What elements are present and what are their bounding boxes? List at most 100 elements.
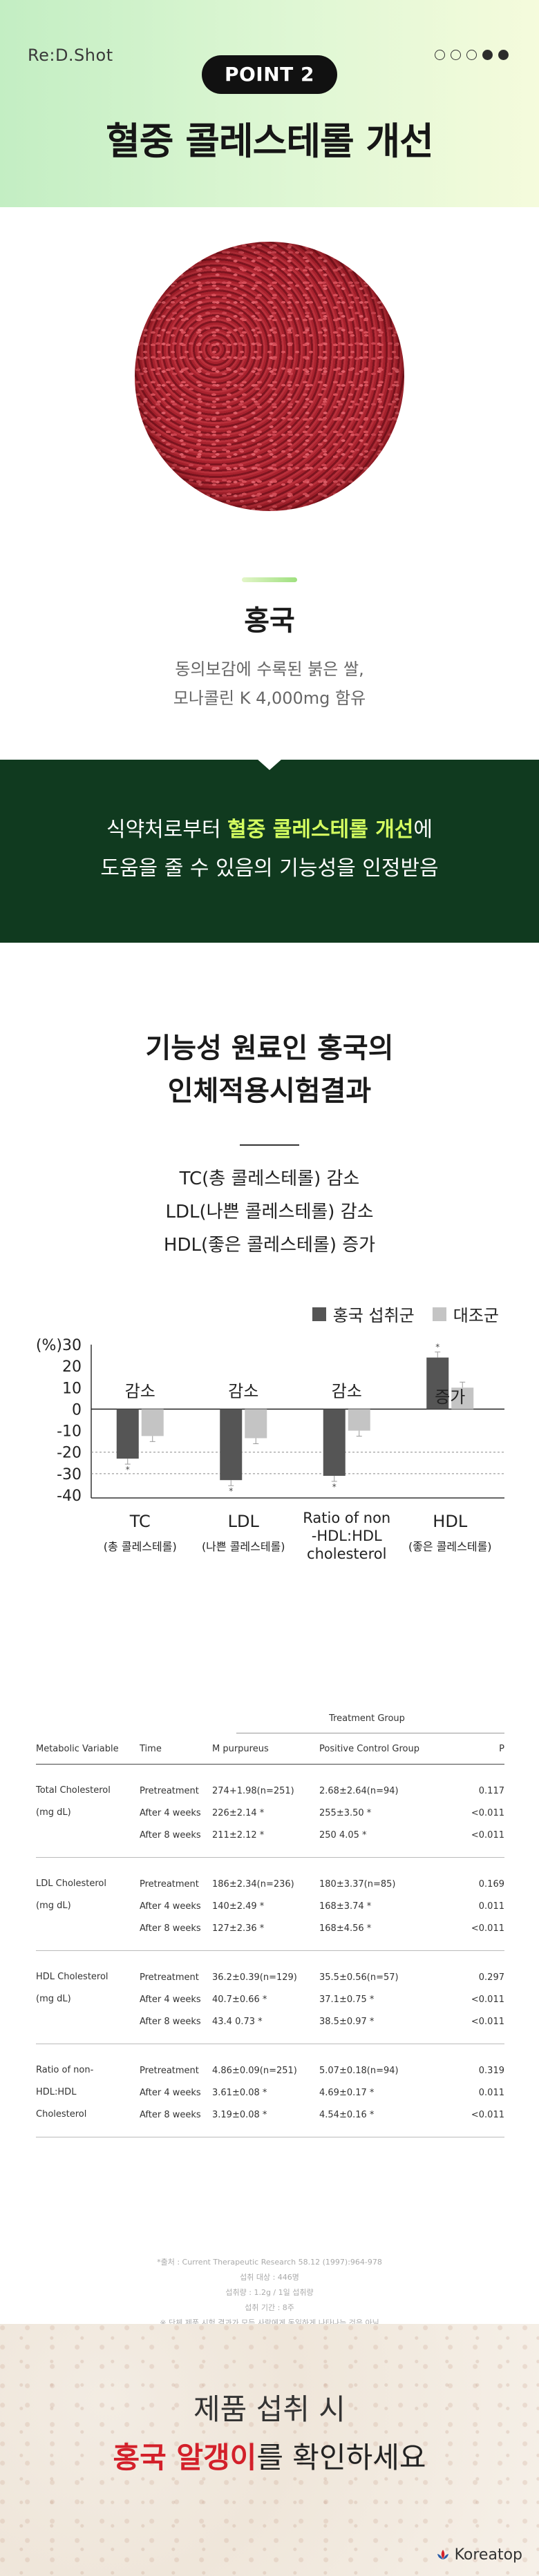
x-category-sublabel: (나쁜 콜레스테롤)	[202, 1540, 285, 1553]
x-category-label: TC	[129, 1512, 151, 1531]
table-cell: After 8 weeks	[140, 1923, 201, 1934]
bar-control	[451, 1387, 474, 1410]
table-cell-variable: Total Cholesterol	[36, 1785, 111, 1796]
table-cell: 127±2.36 *	[212, 1923, 265, 1934]
table-row: (mg dL) After 4 weeks 226±2.14 * 255±3.50 *…	[36, 1802, 504, 1824]
table-cell: 226±2.14 *	[212, 1807, 265, 1818]
table-row: (mg dL) After 4 weeks 140±2.49 * 168±3.74 *…	[36, 1895, 504, 1917]
source-note-line: 섭취 대상 : 446명	[240, 2273, 299, 2282]
table-cell-variable	[36, 1824, 140, 1825]
footer-line2-rest: 를 확인하세요	[256, 2441, 426, 2474]
table-cell: 35.5±0.56(n=57)	[319, 1972, 399, 1983]
results-chart: 홍국 섭취군 대조군 (%)30 20 10 0 -10 -20 -30 -40 * 감소 TC (총…	[0, 1302, 539, 1647]
col-header-treatment: M purpureus	[212, 1744, 269, 1754]
table-cell-variable: (mg dL)	[36, 1901, 71, 1911]
table-row: After 8 weeks 211±2.12 * 250 4.05 * <0.011	[36, 1824, 504, 1846]
results-title: 기능성 원료인 홍국의 인체적용시험결과	[0, 1027, 539, 1113]
certification-text: 식약처로부터 혈중 콜레스테롤 개선에 도움을 줄 수 있음의 기능성을 인정받…	[0, 811, 539, 888]
ingredient-description: 동의보감에 수록된 붉은 쌀, 모나콜린 K 4,000mg 함유	[0, 655, 539, 713]
table-cell: 180±3.37(n=85)	[319, 1878, 396, 1890]
legend-label-treatment: 홍국 섭취군	[332, 1306, 415, 1325]
table-cell: 0.297	[478, 1972, 504, 1983]
col-header-p: P	[499, 1744, 504, 1754]
table-cell: 168±4.56 *	[319, 1923, 372, 1934]
table-cell-variable: Cholesterol	[36, 2109, 87, 2120]
table-cell-variable	[36, 1917, 140, 1919]
ingredient-section: 홍국 동의보감에 수록된 붉은 쌀, 모나콜린 K 4,000mg 함유	[0, 207, 539, 760]
bar-treatment	[220, 1409, 243, 1481]
table-cell: After 4 weeks	[140, 2087, 201, 2098]
x-category-label: LDL	[228, 1512, 260, 1531]
table-body: Total Cholesterol Pretreatment 274+1.98(n=…	[36, 1765, 504, 2137]
source-notes: *출처 : Current Therapeutic Research 58.12…	[0, 2255, 539, 2331]
point-badge: POINT 2	[202, 55, 337, 94]
page-dot	[498, 50, 509, 60]
table-cell: 3.19±0.08 *	[212, 2109, 267, 2120]
table-cell: 4.69±0.17 *	[319, 2087, 375, 2098]
y-tick-label: -20	[57, 1445, 82, 1462]
significance-mark: *	[332, 1482, 337, 1492]
footer-section: 제품 섭취 시 홍국 알갱이를 확인하세요 Koreatop	[0, 2324, 539, 2576]
table-cell: 186±2.34(n=236)	[212, 1878, 294, 1890]
lotus-icon	[437, 2549, 448, 2559]
y-tick-label: 0	[72, 1401, 82, 1419]
significance-mark: *	[126, 1465, 130, 1474]
bar-annotation: 증가	[435, 1387, 465, 1407]
y-tick-label: (%)30	[36, 1337, 82, 1354]
table-group-header: Treatment Group	[36, 1708, 504, 1734]
bar-control	[141, 1409, 164, 1436]
banner-highlight: 혈중 콜레스테롤 개선	[227, 818, 414, 842]
table-cell-variable: (mg dL)	[36, 1807, 71, 1818]
significance-mark: *	[229, 1486, 233, 1496]
legend-swatch-treatment	[312, 1307, 326, 1321]
table-cell-variable: HDL Cholesterol	[36, 1972, 108, 1982]
page-dot	[466, 50, 477, 60]
result-item-tc: TC(총 콜레스테롤) 감소	[179, 1169, 360, 1189]
legend-label-control: 대조군	[453, 1306, 499, 1325]
footer-line1: 제품 섭취 시	[193, 2392, 346, 2426]
y-tick-label: -10	[57, 1423, 82, 1441]
table-cell: 5.07±0.18(n=94)	[319, 2065, 399, 2076]
x-category-label: HDL	[433, 1512, 468, 1531]
y-tick-label: -40	[57, 1488, 82, 1505]
table-cell: 2.68±2.64(n=94)	[319, 1785, 399, 1796]
table-cell: Pretreatment	[140, 2065, 199, 2076]
table-cell: 3.61±0.08 *	[212, 2087, 267, 2098]
footer-line2: 홍국 알갱이를 확인하세요	[0, 2434, 539, 2477]
logo-text: Koreatop	[454, 2546, 522, 2564]
table-row: Ratio of non- Pretreatment 4.86±0.09(n=251…	[36, 2059, 504, 2082]
x-category-label: cholesterol	[307, 1546, 386, 1562]
page-dot	[451, 50, 461, 60]
table-cell: <0.011	[471, 1923, 504, 1934]
table-cell: After 4 weeks	[140, 1994, 201, 2005]
table-row: After 8 weeks 127±2.36 * 168±4.56 * <0.011	[36, 1917, 504, 1939]
results-summary: TC(총 콜레스테롤) 감소 LDL(나쁜 콜레스테롤) 감소 HDL(좋은 콜…	[0, 1162, 539, 1262]
table-cell: Pretreatment	[140, 1785, 199, 1796]
bar-annotation: 감소	[332, 1381, 362, 1401]
table-cell: Pretreatment	[140, 1878, 199, 1890]
results-divider	[240, 1144, 299, 1146]
col-header-control: Positive Control Group	[319, 1744, 419, 1754]
table-cell: <0.011	[471, 1994, 504, 2005]
col-header-time: Time	[140, 1744, 162, 1754]
result-item-ldl: LDL(나쁜 콜레스테롤) 감소	[165, 1202, 374, 1222]
table-row: (mg dL) After 4 weeks 40.7±0.66 * 37.1±0.75…	[36, 1988, 504, 2010]
table-cell: Pretreatment	[140, 1972, 199, 1983]
table-cell: 211±2.12 *	[212, 1829, 265, 1840]
red-yeast-rice-image	[135, 242, 404, 511]
table-cell: 168±3.74 *	[319, 1901, 372, 1912]
result-item-hdl: HDL(좋은 콜레스테롤) 증가	[163, 1235, 376, 1256]
table-cell: 274+1.98(n=251)	[212, 1785, 294, 1796]
table-cell: 38.5±0.97 *	[319, 2016, 375, 2027]
table-cell: 37.1±0.75 *	[319, 1994, 375, 2005]
y-tick-label: -30	[57, 1466, 82, 1483]
table-cell: After 8 weeks	[140, 2109, 201, 2120]
source-note-line: 섭취량 : 1.2g / 1일 섭취량	[225, 2288, 314, 2297]
table-cell: 255±3.50 *	[319, 1807, 372, 1818]
results-title-line1: 기능성 원료인 홍국의	[145, 1032, 394, 1064]
legend-item-treatment: 홍국 섭취군	[312, 1302, 415, 1326]
bar-chart-svg: (%)30 20 10 0 -10 -20 -30 -40 * 감소 TC (총 콜레스테롤) * 감소 L…	[36, 1337, 504, 1562]
table-cell: 140±2.49 *	[212, 1901, 265, 1912]
table-cell: After 8 weeks	[140, 2016, 201, 2027]
banner-line2: 도움을 줄 수 있음의 기능성을 인정받음	[100, 856, 439, 881]
